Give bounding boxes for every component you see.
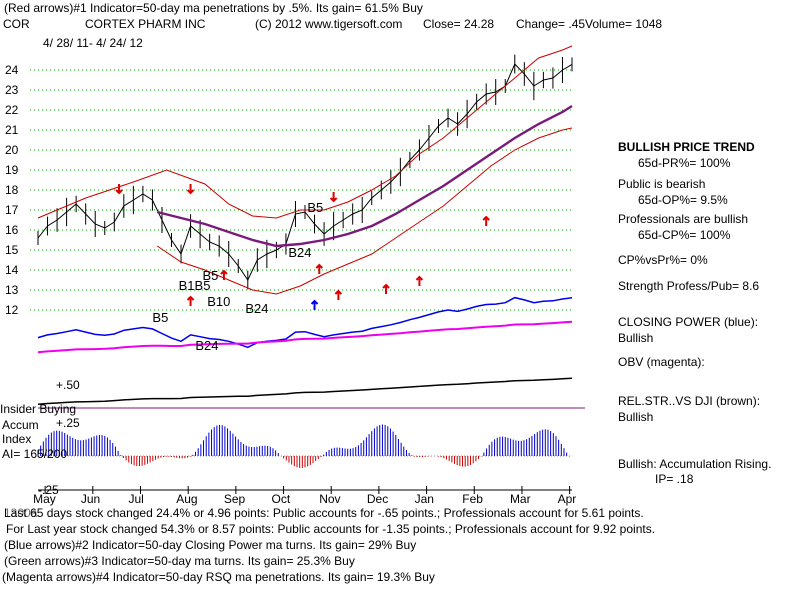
signal-label: B10	[207, 294, 230, 309]
pros-title: Professionals are bullish	[618, 212, 749, 226]
buy-arrow	[482, 215, 490, 226]
footer-65day-text: Last 65 days stock changed 24.4% or 4.96…	[4, 506, 644, 520]
signal-label: B1B5	[179, 278, 211, 293]
date-range: 4/ 28/ 11- 4/ 24/ 12	[43, 36, 143, 50]
signal-label: B24	[195, 338, 218, 353]
indicator-panels	[37, 296, 585, 468]
signal-label: B5	[307, 200, 323, 215]
y-tick-label: 15	[5, 243, 19, 257]
obv-line	[37, 320, 573, 354]
price-axis-ticks: 24 23 22 21 20 19 18 17 16 15 14 13 12	[5, 63, 19, 317]
cp-value: 65d-CP%= 100%	[638, 228, 731, 242]
ma50-line	[156, 104, 573, 248]
price-series	[37, 45, 573, 295]
closing-power-title: CLOSING POWER (blue):	[618, 315, 759, 329]
sell-arrow	[329, 192, 338, 203]
pr-value: 65d-PR%= 100%	[638, 156, 731, 170]
x-tick-label: Aug	[176, 492, 197, 506]
x-tick-label: Sep	[224, 492, 246, 506]
lower-band-line	[156, 127, 573, 295]
sell-arrow	[186, 184, 195, 195]
x-tick-label: Feb	[462, 492, 483, 506]
y-tick-label: 18	[5, 183, 19, 197]
public-title: Public is bearish	[618, 177, 706, 191]
month-axis: May Jun Jul Aug Sep Oct Nov Dec Jan Feb Mar Apr	[33, 486, 576, 506]
price-gridlines	[30, 69, 572, 311]
footer-year: For Last year stock changed 54.3% or 8.5…	[6, 522, 656, 536]
strength-value: Strength Profess/Pub= 8.6	[618, 279, 760, 293]
footer-magenta-arrows: (Magenta arrows)#4 Indicator=50-day RSQ …	[2, 570, 435, 584]
change-value: Change= .45	[516, 17, 586, 31]
ai-label: AI= 165/200	[2, 447, 68, 461]
signal-arrows	[115, 184, 490, 310]
obv-title: OBV (magenta):	[618, 355, 705, 369]
accum-label: Accum	[2, 418, 39, 432]
x-tick-label: Mar	[510, 492, 531, 506]
ip-value: IP= .18	[655, 472, 694, 486]
minus25-label: -.25	[38, 483, 59, 497]
x-tick-label: Dec	[367, 492, 388, 506]
x-tick-label: Apr	[558, 492, 577, 506]
footer-green-arrows: (Green arrows)#3 Indicator=50-day ma tur…	[4, 554, 355, 568]
plus25-label: +.25	[56, 416, 80, 430]
footer-blue-arrows: (Blue arrows)#2 Indicator=50-day Closing…	[4, 538, 417, 552]
cpvspr-value: CP%vsPr%= 0%	[618, 253, 708, 267]
y-tick-label: 23	[5, 83, 19, 97]
header-indicator-line: (Red arrows)#1 Indicator=50-day ma penet…	[4, 1, 423, 15]
x-tick-label: Nov	[319, 492, 340, 506]
op-value: 65d-OP%= 9.5%	[638, 193, 728, 207]
buy-arrow-blue	[310, 299, 319, 310]
insider-label: Insider Buying	[0, 402, 77, 416]
company-name: CORTEX PHARM INC	[85, 17, 206, 31]
accum-title: Bullish: Accumulation Rising.	[618, 457, 772, 471]
closing-power-line	[37, 296, 573, 349]
y-tick-label: 16	[5, 223, 19, 237]
y-tick-label: 17	[5, 203, 19, 217]
x-tick-label: Oct	[272, 492, 291, 506]
y-tick-label: 19	[5, 163, 19, 177]
footer-65day: 1300a Last 65 days stock changed 24.4% or…	[4, 506, 644, 520]
sell-arrow	[115, 184, 123, 195]
x-tick-label: Jul	[129, 492, 144, 506]
closing-power-state: Bullish	[618, 331, 654, 345]
relstr-title: REL.STR..VS DJI (brown):	[618, 394, 761, 408]
volume-value: Volume= 1048	[585, 17, 663, 31]
y-tick-label: 20	[5, 143, 19, 157]
y-tick-label: 22	[5, 103, 19, 117]
close-value: Close= 24.28	[423, 17, 495, 31]
x-tick-label: May	[33, 492, 56, 506]
relstr-line	[37, 377, 573, 405]
buy-arrow	[220, 269, 228, 280]
y-tick-label: 24	[5, 63, 19, 77]
ticker-symbol: COR	[3, 17, 30, 31]
upper-band-line	[37, 45, 573, 219]
signal-label: B24	[288, 245, 311, 260]
y-tick-label: 14	[5, 263, 19, 277]
signal-label: B24	[245, 301, 268, 316]
buy-arrow	[415, 275, 424, 286]
buy-arrow	[382, 283, 390, 294]
signal-label: B5	[152, 310, 168, 325]
x-tick-label: Jan	[415, 492, 434, 506]
buy-arrow	[334, 289, 343, 300]
relstr-state: Bullish	[618, 410, 654, 424]
index-label: Index	[2, 432, 32, 446]
copyright: (C) 2012 www.tigersoft.com	[255, 17, 403, 31]
x-tick-label: Jun	[81, 492, 100, 506]
y-tick-label: 21	[5, 123, 19, 137]
trend-title: BULLISH PRICE TREND	[618, 140, 755, 154]
signal-label: B5	[202, 268, 218, 283]
y-tick-label: 12	[5, 303, 19, 317]
footer-prefix: 1300a	[4, 506, 38, 520]
y-tick-label: 13	[5, 283, 19, 297]
buy-arrow	[186, 295, 195, 306]
plus50-label: +.50	[56, 378, 80, 392]
buy-arrow	[315, 263, 324, 274]
